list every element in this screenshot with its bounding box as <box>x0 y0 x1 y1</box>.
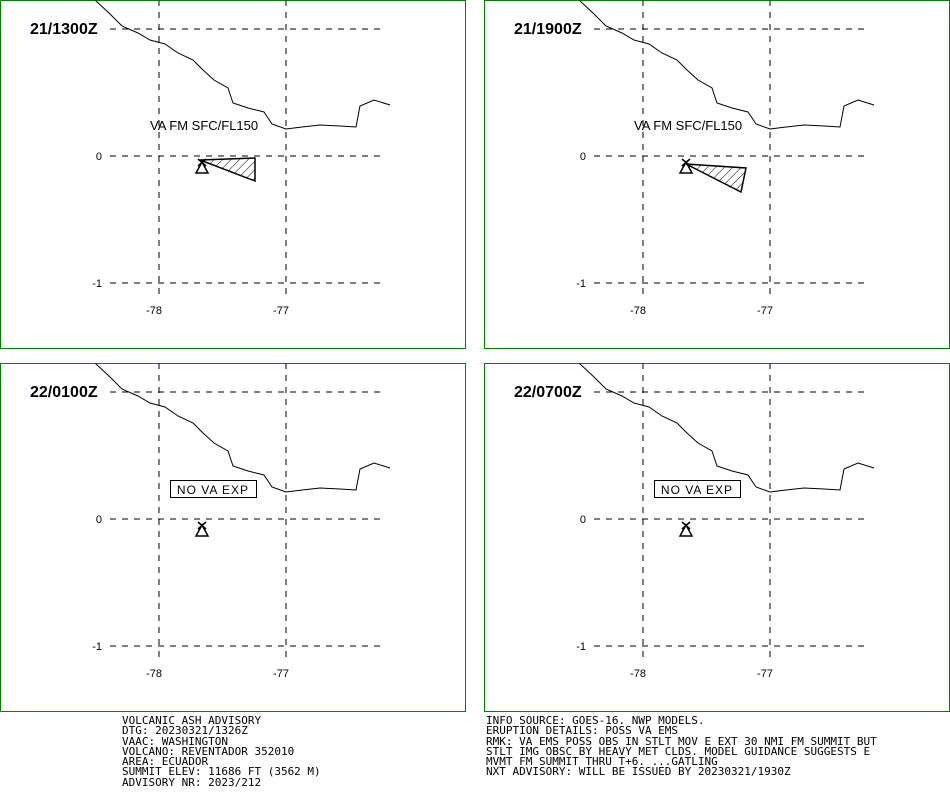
advisory-line: VAAC: WASHINGTON <box>122 734 228 748</box>
lat-label: -1 <box>92 641 102 653</box>
advisory-line: NXT ADVISORY: WILL BE ISSUED BY 20230321… <box>486 765 791 779</box>
panel-border <box>0 363 466 712</box>
note-box <box>170 480 257 498</box>
ash-area <box>685 163 747 194</box>
lon-label: -77 <box>757 668 773 680</box>
ash-area <box>199 157 256 183</box>
coastline <box>94 0 391 130</box>
lat-label: -1 <box>576 641 586 653</box>
lon-label: -77 <box>273 668 289 680</box>
volcano-symbol <box>678 158 694 174</box>
advisory-line: MVMT FM SUMMIT THRU T+6. ...GATLING <box>486 755 718 769</box>
advisory-line: VOLCANIC ASH ADVISORY <box>122 714 262 727</box>
advisory-text-left: VOLCANIC ASH ADVISORY DTG: 20230321/1326Z… <box>122 714 321 789</box>
panel-border <box>0 0 466 349</box>
advisory-line: VOLCANO: REVENTADOR 352010 <box>122 744 295 758</box>
note-text: NO VA EXP <box>661 483 733 497</box>
map-panel: 0 -1 -78 -77 21/1900Z VA FM SFC/FL150 <box>484 0 950 349</box>
lon-label: -78 <box>630 668 646 680</box>
advisory-line: STLT IMG OBSC BY HEAVY MET CLDS. MODEL G… <box>486 744 871 758</box>
coastline <box>94 363 391 493</box>
map-panel: 0 -1 -78 -77 22/0100Z NO VA EXP <box>0 363 466 712</box>
advisory-line: SUMMIT ELEV: 11686 FT (3562 M) <box>122 765 321 779</box>
lon-label: -77 <box>273 305 289 317</box>
advisory-line: DTG: 20230321/1326Z <box>122 724 248 738</box>
coastline <box>578 363 875 493</box>
note-box <box>654 480 741 498</box>
map-panel: 0 -1 -78 -77 21/1300Z VA FM SFC/FL150 <box>0 0 466 349</box>
note-text: NO VA EXP <box>177 483 249 497</box>
map-panel: 0 -1 -78 -77 22/0700Z NO VA EXP <box>484 363 950 712</box>
valid-time: 21/1300Z <box>30 21 98 38</box>
lat-label: 0 <box>580 151 586 163</box>
advisory-text-right: INFO SOURCE: GOES-16. NWP MODELS. ERUPTIO… <box>486 714 877 779</box>
advisory-line: RMK: VA EMS POSS OBS IN STLT MOV E EXT 3… <box>486 734 877 748</box>
lat-label: -1 <box>92 278 102 290</box>
coastline <box>578 0 875 130</box>
ash-label: VA FM SFC/FL150 <box>150 118 258 133</box>
lon-label: -77 <box>757 305 773 317</box>
advisory-line: ADVISORY NR: 2023/212 <box>122 775 262 789</box>
advisory-line: INFO SOURCE: GOES-16. NWP MODELS. <box>486 714 705 727</box>
volcano-symbol <box>678 521 694 537</box>
advisory-line: AREA: ECUADOR <box>122 755 209 769</box>
lon-label: -78 <box>146 668 162 680</box>
lat-label: 0 <box>96 514 102 526</box>
lat-label: 0 <box>96 151 102 163</box>
advisory-line: ERUPTION DETAILS: POSS VA EMS <box>486 724 679 738</box>
volcano-symbol <box>194 521 210 537</box>
volcano-symbol <box>194 158 210 174</box>
ash-label: VA FM SFC/FL150 <box>634 118 742 133</box>
valid-time: 21/1900Z <box>514 21 582 38</box>
valid-time: 22/0100Z <box>30 384 98 401</box>
lon-label: -78 <box>630 305 646 317</box>
lat-label: -1 <box>576 278 586 290</box>
panel-border <box>484 363 950 712</box>
lon-label: -78 <box>146 305 162 317</box>
valid-time: 22/0700Z <box>514 384 582 401</box>
lat-label: 0 <box>580 514 586 526</box>
